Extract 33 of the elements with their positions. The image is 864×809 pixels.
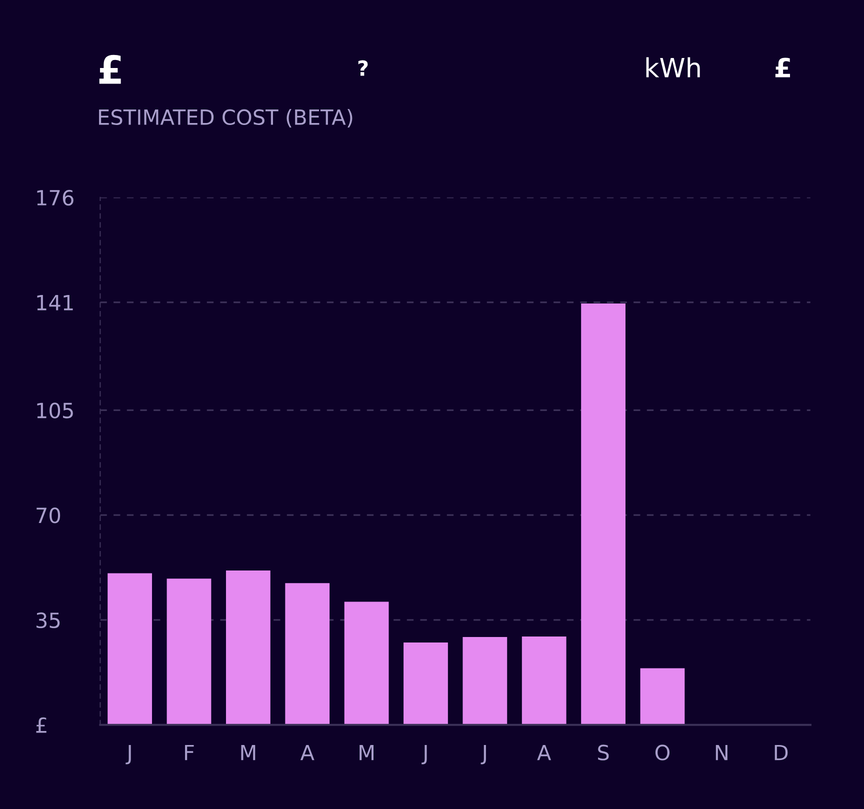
text: kWh [646,57,700,78]
bar [640,668,685,725]
bar [285,583,330,725]
bar [522,636,566,725]
bar [344,602,389,725]
y-tick-label: £ [36,717,46,733]
bar [581,303,626,725]
bar [226,570,270,725]
x-tick-label: S [598,744,609,760]
x-tick-label: A [300,744,314,760]
text: ? [358,60,368,76]
chart-title: £ [99,54,121,84]
x-tick-label: J [126,744,131,764]
y-tick-label: 105 [37,402,73,418]
chart-subtitle: ESTIMATED COST (BETA) [99,108,352,128]
x-tick-label: O [655,744,670,760]
x-tick-label: M [360,744,374,760]
bar [166,578,212,725]
y-tick-label: 141 [37,295,73,310]
x-tick-label: A [537,744,552,760]
x-tick-label: F [185,744,194,760]
y-tick-label: 70 [36,508,60,524]
x-tick-label: J [480,744,486,764]
bar [462,637,508,725]
x-tick-label: N [716,744,728,760]
x-tick-label: M [241,744,256,760]
text: £ [775,58,790,78]
bar [404,642,448,725]
y-tick-label: 176 [37,190,74,206]
x-tick-label: J [422,744,427,764]
y-tick-label: 35 [36,612,60,628]
x-tick-label: D [774,744,788,760]
bar [108,573,152,725]
